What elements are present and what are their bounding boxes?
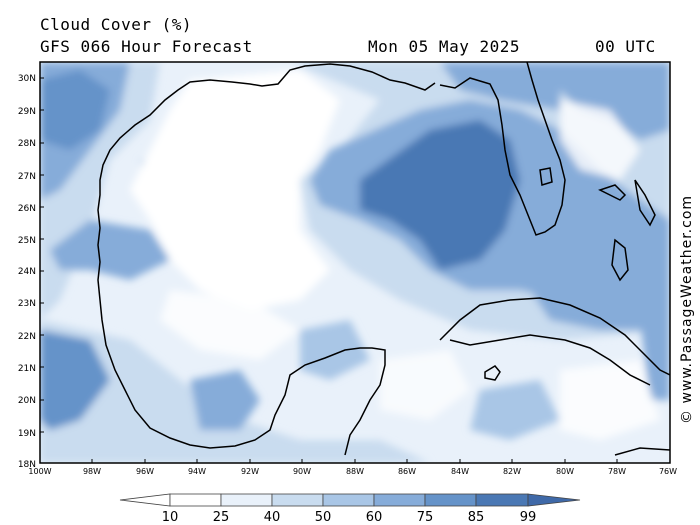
forecast-label: GFS 066 Hour Forecast [40,37,253,56]
colorbar-label: 40 [264,510,281,525]
lon-label: 100W [28,467,51,476]
colorbar-label: 50 [315,510,332,525]
map-title: Cloud Cover (%) [40,15,192,34]
lat-label: 19N [18,429,36,439]
lat-label: 18N [18,460,36,470]
lat-label: 22N [18,332,36,342]
lon-label: 98W [83,467,101,476]
colorbar-label: 60 [366,510,383,525]
lon-label: 90W [293,467,311,476]
lon-label: 92W [241,467,259,476]
latitude-axis: 30N 29N 28N 27N 26N 25N 24N 23N 22N 21N … [18,74,36,470]
colorbar-swatch [373,493,426,507]
colorbar-high-arrow [527,493,581,507]
lon-label: 78W [608,467,626,476]
longitude-axis: 100W 98W 96W 94W 92W 90W 88W 86W 84W 82W… [28,467,677,476]
lon-label: 94W [188,467,206,476]
colorbar-label: 99 [520,510,537,525]
colorbar-swatch [424,493,477,507]
lat-label: 26N [18,204,36,214]
lat-label: 28N [18,139,36,149]
lon-label: 80W [556,467,574,476]
coastline [97,62,670,456]
colorbar-swatch [322,493,375,507]
colorbar-swatch [271,493,324,507]
cloud-field [40,62,670,463]
colorbar-label: 75 [417,510,434,525]
forecast-date: Mon 05 May 2025 [368,37,520,56]
colorbar: 10 25 40 50 60 75 85 99 [119,493,581,525]
lat-label: 30N [18,74,36,84]
lat-label: 25N [18,236,36,246]
colorbar-swatch [169,493,222,507]
lat-label: 21N [18,364,36,374]
lat-label: 29N [18,107,36,117]
forecast-time: 00 UTC [595,37,656,56]
watermark-text: © www.PassageWeather.com [679,194,695,424]
colorbar-swatch [220,493,273,507]
colorbar-label: 10 [162,510,179,525]
lon-label: 86W [398,467,416,476]
lon-label: 84W [451,467,469,476]
colorbar-label: 85 [468,510,485,525]
colorbar-swatch [475,493,529,507]
lon-label: 82W [503,467,521,476]
lon-ticks [91,459,618,463]
lon-label: 76W [659,467,677,476]
lat-ticks [40,77,44,433]
lat-label: 24N [18,267,36,277]
lat-label: 23N [18,299,36,309]
colorbar-label: 25 [213,510,230,525]
colorbar-low-arrow [119,493,171,507]
lat-label: 27N [18,172,36,182]
lon-label: 88W [346,467,364,476]
lon-label: 96W [136,467,154,476]
lat-label: 20N [18,396,36,406]
